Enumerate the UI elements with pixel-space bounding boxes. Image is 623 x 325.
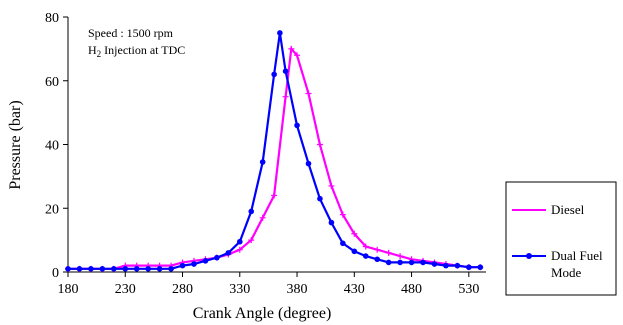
legend-diesel-label: Diesel [551,202,585,217]
data-point-dual-fuel [111,266,117,272]
y-tick-label: 0 [52,266,59,281]
data-point-diesel [259,214,266,221]
data-point-dual-fuel [443,262,449,269]
data-point-dual-fuel [122,266,129,272]
y-tick-label: 40 [45,139,59,154]
legend-dual-fuel-label-line1: Dual Fuel [551,248,603,263]
x-axis-title: Crank Angle (degree) [193,305,332,322]
data-point-diesel [397,253,404,260]
data-point-dual-fuel [397,259,403,266]
data-point-diesel [374,246,381,253]
annotation-injection-h: H [88,43,97,57]
data-point-dual-fuel [305,160,312,167]
legend: Diesel Dual Fuel Mode [505,181,617,296]
legend-dual-fuel-label: Dual Fuel Mode [551,248,603,280]
data-point-dual-fuel [133,266,140,272]
data-point-dual-fuel [282,68,289,74]
annotation-injection: H2 Injection at TDC [88,43,185,59]
data-point-diesel [328,182,335,189]
data-point-diesel [294,52,301,59]
data-point-dual-fuel [65,266,71,272]
data-point-dual-fuel [156,266,163,272]
y-ticks: 0 20 40 60 80 [45,11,68,281]
data-point-dual-fuel [191,261,197,267]
y-tick-label: 80 [45,11,59,26]
data-point-dual-fuel [76,266,83,272]
data-point-dual-fuel [294,122,300,129]
data-point-diesel [316,141,323,148]
x-tick-label: 430 [344,282,365,297]
y-tick-label: 60 [45,75,59,90]
data-point-dual-fuel [454,262,461,269]
data-point-dual-fuel [225,250,232,256]
data-point-diesel [362,243,369,250]
data-point-dual-fuel [236,238,243,245]
data-point-dual-fuel [385,259,392,266]
data-point-diesel [288,45,295,52]
x-tick-label: 330 [229,282,250,297]
legend-dual-fuel-marker [526,253,532,259]
x-tick-label: 280 [172,282,193,297]
y-axis-title: Pressure (bar) [7,100,24,189]
data-point-dual-fuel [466,264,472,271]
data-point-diesel [236,246,243,253]
data-point-dual-fuel [168,266,174,272]
data-point-dual-fuel [214,254,220,261]
data-point-diesel [351,230,358,237]
x-tick-label: 480 [401,282,422,297]
data-point-dual-fuel [408,259,415,266]
annotation-speed: Speed : 1500 rpm [88,26,174,40]
annotation-injection-rest: Injection at TDC [101,43,185,57]
data-point-diesel [339,211,346,218]
data-point-dual-fuel [202,258,209,264]
data-point-dual-fuel [88,266,94,272]
data-point-dual-fuel [271,71,277,78]
x-tick-label: 380 [287,282,308,297]
data-point-dual-fuel [374,256,381,263]
data-point-dual-fuel [179,262,186,269]
data-point-diesel [282,93,289,100]
data-point-diesel [248,237,255,244]
data-point-dual-fuel [259,159,266,165]
data-point-dual-fuel [328,219,335,226]
data-point-dual-fuel [145,266,151,272]
data-point-dual-fuel [277,30,283,36]
legend-dual-fuel-label-line2: Mode [551,265,582,280]
y-tick-label: 20 [45,202,59,217]
data-point-dual-fuel [248,208,255,215]
x-tick-label: 530 [458,282,479,297]
data-point-dual-fuel [362,253,369,259]
data-point-dual-fuel [351,248,358,255]
data-point-dual-fuel [431,261,438,267]
data-point-dual-fuel [340,240,346,247]
x-tick-label: 180 [58,282,79,297]
data-point-dual-fuel [99,266,106,272]
series-layer [65,30,484,272]
data-point-diesel [305,90,312,97]
data-point-dual-fuel [317,195,323,202]
data-point-diesel [385,249,392,256]
series-line-dual-fuel [68,32,481,270]
data-point-diesel [271,192,278,199]
data-point-dual-fuel [420,259,426,266]
annotation-injection-subscript: 2 [97,49,102,59]
x-ticks: 180 230 280 330 380 430 480 530 [58,272,479,297]
data-point-dual-fuel [477,264,484,271]
legend-box [505,181,617,296]
x-tick-label: 230 [115,282,136,297]
